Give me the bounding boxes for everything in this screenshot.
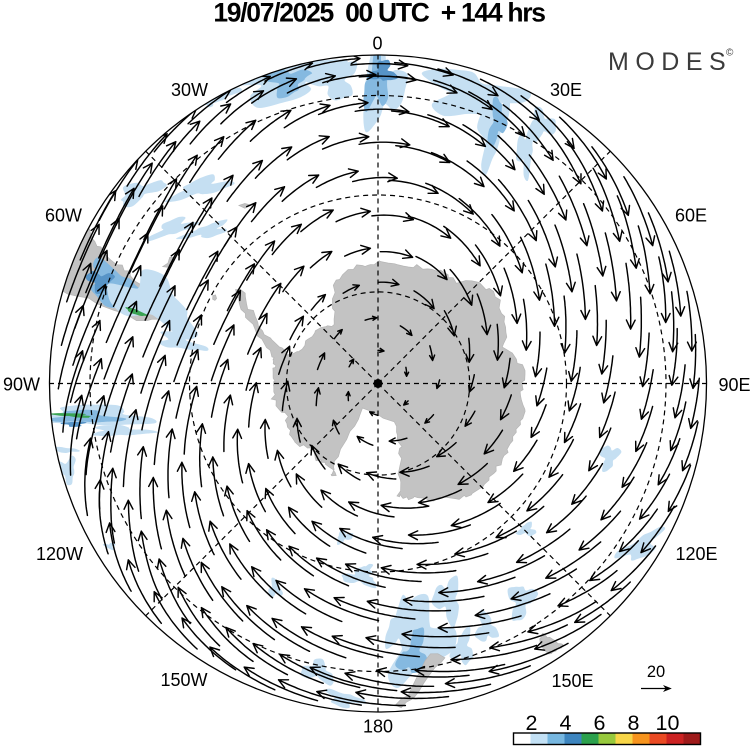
svg-text:6: 6: [594, 711, 606, 735]
svg-text:120W: 120W: [36, 544, 83, 564]
svg-text:0: 0: [372, 34, 382, 54]
svg-text:4: 4: [560, 711, 572, 735]
svg-text:8: 8: [628, 711, 640, 735]
svg-text:90E: 90E: [718, 375, 750, 395]
svg-text:60W: 60W: [45, 206, 82, 226]
svg-text:©: ©: [726, 48, 734, 59]
svg-text:30W: 30W: [171, 80, 208, 100]
svg-text:10: 10: [656, 711, 680, 735]
svg-text:20: 20: [647, 663, 665, 681]
svg-text:30E: 30E: [550, 80, 582, 100]
svg-text:MODES: MODES: [608, 48, 732, 76]
svg-text:150E: 150E: [551, 671, 593, 691]
svg-text:60E: 60E: [675, 206, 707, 226]
svg-text:90W: 90W: [3, 375, 40, 395]
svg-text:150W: 150W: [160, 670, 207, 690]
svg-text:120E: 120E: [675, 544, 717, 564]
svg-text:2: 2: [526, 711, 538, 735]
svg-text:19/07/2025 00 UTC + 144 hrs: 19/07/2025 00 UTC + 144 hrs: [213, 0, 545, 28]
svg-text:180: 180: [363, 717, 393, 737]
